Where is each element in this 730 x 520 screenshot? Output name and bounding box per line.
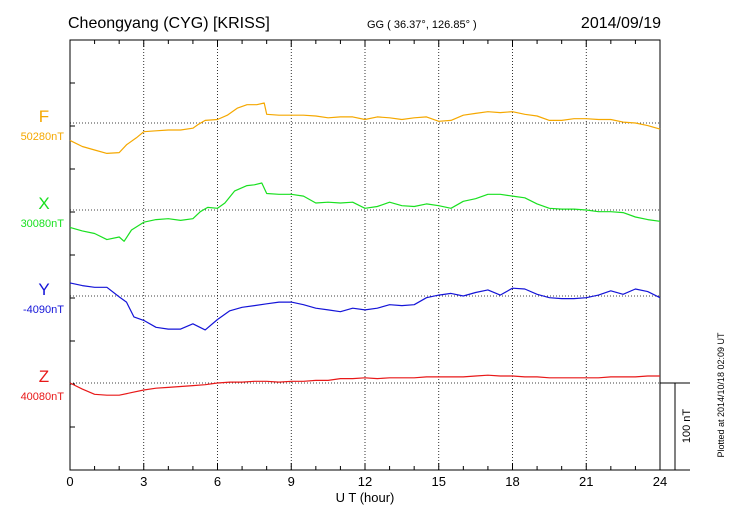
plotted-timestamp: Plotted at 2014/10/18 02:09 UT (716, 332, 726, 458)
series-baseline-label: 40080nT (21, 391, 65, 403)
series-line-f (69, 102, 661, 154)
x-tick-label: 3 (140, 474, 147, 489)
x-tick-label: 15 (432, 474, 446, 489)
x-tick-label: 6 (214, 474, 221, 489)
x-axis-label: U T (hour) (336, 490, 395, 505)
series-baseline-label: 50280nT (21, 131, 65, 143)
x-tick-label: 21 (579, 474, 593, 489)
series-line-y (69, 282, 661, 331)
x-tick-label: 9 (288, 474, 295, 489)
scale-bar-label: 100 nT (681, 409, 693, 444)
grid-lines (70, 40, 660, 470)
series-labels: F 50280nT X 30080nT Y -4090nT Z 40080nT (21, 107, 65, 403)
axis-ticks: 0 3 6 9 12 15 18 21 24 (66, 40, 667, 489)
plot-frame (69, 39, 661, 471)
x-tick-label: 0 (66, 474, 73, 489)
series-baseline-label: 30080nT (21, 218, 65, 230)
x-tick-label: 24 (653, 474, 667, 489)
x-tick-label: 18 (505, 474, 519, 489)
series-name-x: X (38, 194, 49, 213)
series-group (69, 102, 661, 396)
series-name-z: Z (39, 367, 49, 386)
series-line-z (69, 374, 660, 396)
date-label: 2014/09/19 (581, 15, 661, 32)
series-baseline-label: -4090nT (23, 304, 64, 316)
station-title: Cheongyang (CYG) [KRISS] (68, 15, 270, 32)
series-name-f: F (39, 107, 49, 126)
x-tick-label: 12 (358, 474, 372, 489)
series-line-x (69, 182, 661, 242)
coordinates-label: GG ( 36.37°, 126.85° ) (367, 19, 477, 31)
series-name-y: Y (38, 280, 49, 299)
scale-bar: 100 nT (660, 382, 693, 471)
